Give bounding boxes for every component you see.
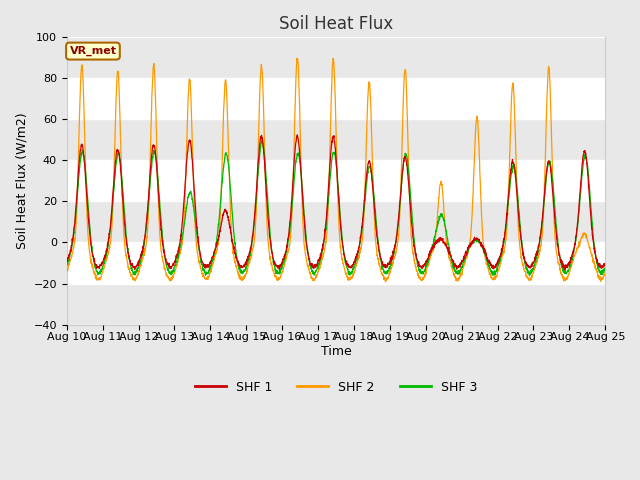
Text: VR_met: VR_met (70, 46, 116, 56)
Legend: SHF 1, SHF 2, SHF 3: SHF 1, SHF 2, SHF 3 (189, 376, 483, 399)
Title: Soil Heat Flux: Soil Heat Flux (279, 15, 393, 33)
Bar (67, 37, 605, 78)
Y-axis label: Soil Heat Flux (W/m2): Soil Heat Flux (W/m2) (15, 113, 28, 249)
X-axis label: Time: Time (321, 345, 351, 358)
Bar (67, 202, 605, 242)
Bar (67, 284, 605, 324)
Bar (67, 120, 605, 160)
